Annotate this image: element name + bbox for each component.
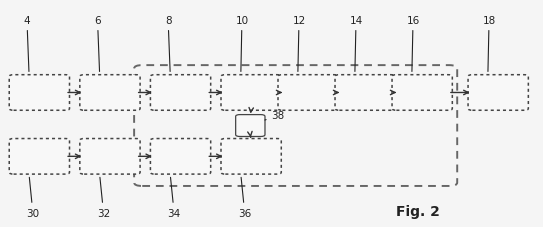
Text: 8: 8 [165, 16, 172, 72]
FancyBboxPatch shape [278, 75, 338, 111]
FancyBboxPatch shape [221, 139, 281, 174]
FancyBboxPatch shape [9, 139, 70, 174]
FancyBboxPatch shape [150, 139, 211, 174]
Text: 30: 30 [26, 178, 40, 218]
FancyBboxPatch shape [335, 75, 395, 111]
Text: 16: 16 [406, 16, 420, 72]
FancyBboxPatch shape [392, 75, 452, 111]
FancyBboxPatch shape [80, 75, 140, 111]
Text: 18: 18 [482, 16, 496, 72]
Text: 34: 34 [167, 178, 181, 218]
FancyBboxPatch shape [236, 115, 265, 137]
Text: 38: 38 [265, 111, 285, 121]
Text: 6: 6 [94, 16, 101, 72]
Text: 4: 4 [24, 16, 30, 72]
Text: 32: 32 [97, 178, 110, 218]
Text: 14: 14 [350, 16, 363, 72]
Text: 36: 36 [238, 178, 251, 218]
Text: 12: 12 [292, 16, 306, 72]
Text: Fig. 2: Fig. 2 [396, 204, 440, 218]
Text: 10: 10 [236, 16, 249, 72]
FancyBboxPatch shape [221, 75, 281, 111]
FancyBboxPatch shape [150, 75, 211, 111]
FancyBboxPatch shape [9, 75, 70, 111]
FancyBboxPatch shape [80, 139, 140, 174]
FancyBboxPatch shape [468, 75, 528, 111]
